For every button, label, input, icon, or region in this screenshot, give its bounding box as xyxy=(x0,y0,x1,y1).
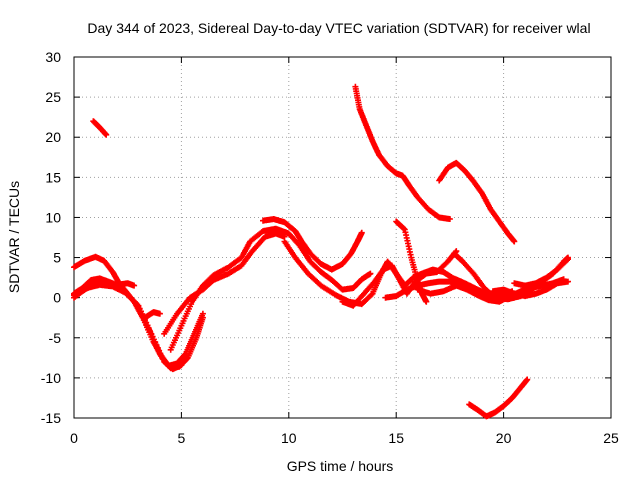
y-tick-label: -10 xyxy=(41,370,61,386)
series-track-17 xyxy=(90,118,110,138)
series-track-19 xyxy=(436,159,518,245)
y-tick-label: 30 xyxy=(45,49,61,65)
x-tick-label: 5 xyxy=(178,430,186,446)
series-track-8 xyxy=(260,216,365,273)
x-tick-label: 15 xyxy=(388,430,404,446)
tick-labels: 0 5 10 15 20 25 -15 -10 -5 0 5 10 15 20 25 30 xyxy=(41,49,619,446)
x-tick-label: 0 xyxy=(70,430,78,446)
data-point-markers xyxy=(71,278,138,299)
data-point-markers xyxy=(141,309,163,321)
data-point-markers xyxy=(466,376,531,420)
data-point-markers xyxy=(511,256,571,289)
series-track-15 xyxy=(489,278,571,300)
data-marks xyxy=(71,83,571,420)
x-tick-label: 25 xyxy=(603,430,619,446)
data-point-markers xyxy=(260,216,365,273)
series-track-5 xyxy=(141,309,163,321)
data-point-markers xyxy=(90,118,110,138)
series-track-10 xyxy=(339,248,460,309)
data-point-markers xyxy=(489,278,571,300)
axis-ticks xyxy=(73,56,612,419)
y-tick-label: 5 xyxy=(53,250,61,266)
y-tick-label: 25 xyxy=(45,89,61,105)
data-point-markers xyxy=(167,225,374,353)
data-point-markers xyxy=(339,248,460,309)
data-point-markers xyxy=(352,83,453,222)
series-track-18 xyxy=(352,83,453,222)
plot-frame xyxy=(73,56,612,419)
series-track-6 xyxy=(161,230,288,337)
x-axis-label: GPS time / hours xyxy=(287,458,394,474)
y-tick-label: 0 xyxy=(53,290,61,306)
data-point-markers xyxy=(161,230,288,337)
y-tick-label: -15 xyxy=(41,410,61,426)
y-tick-label: 15 xyxy=(45,169,61,185)
x-tick-label: 10 xyxy=(281,430,297,446)
data-point-markers xyxy=(436,159,518,245)
y-tick-label: 10 xyxy=(45,209,61,225)
y-axis-label: SDTVAR / TECUs xyxy=(6,181,22,293)
chart-title: Day 344 of 2023, Sidereal Day-to-day VTE… xyxy=(87,20,590,36)
y-tick-label: 20 xyxy=(45,129,61,145)
x-tick-label: 20 xyxy=(496,430,512,446)
grid-lines xyxy=(74,57,611,418)
series-track-16 xyxy=(511,256,571,289)
series-track-7 xyxy=(167,225,374,353)
y-tick-label: -5 xyxy=(49,330,62,346)
series-track-4 xyxy=(71,278,138,299)
series-track-20 xyxy=(466,376,531,420)
